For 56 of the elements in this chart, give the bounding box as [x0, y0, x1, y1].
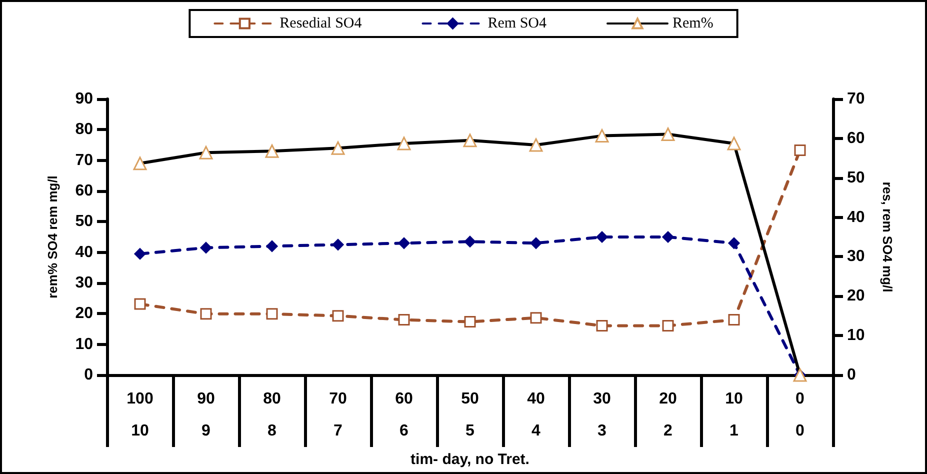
x-tick-label: 60 6: [395, 390, 413, 440]
y2-tick-label: 60: [847, 130, 865, 147]
y2-tick-label: 70: [847, 90, 865, 108]
point: [398, 237, 410, 249]
y-tick-label: 90: [75, 90, 94, 108]
legend-label: Rem%: [672, 16, 714, 32]
x-tick-label: 30 3: [593, 390, 611, 440]
y-tick-label: 70: [75, 152, 94, 169]
legend-label: Rem SO4: [488, 16, 547, 32]
legend-label: Resedial SO4: [280, 16, 362, 32]
y-tick-label: 40: [75, 244, 94, 261]
y2-tick-label: 40: [847, 208, 865, 226]
point: [200, 242, 212, 254]
point: [662, 231, 674, 243]
point: [464, 236, 476, 248]
point: [596, 320, 608, 332]
x-axis-title: tim- day, no Tret.: [410, 450, 530, 468]
point: [794, 144, 806, 156]
x-tick-label: 40 4: [527, 390, 545, 440]
y-tick-label: 10: [75, 336, 94, 353]
y-tick-label: 60: [75, 182, 94, 200]
point: [134, 248, 146, 260]
y2-tick-label: 0: [847, 366, 856, 384]
point: [596, 231, 608, 243]
point: [200, 308, 212, 320]
point: [332, 238, 344, 250]
point: [662, 320, 674, 332]
x-tick-label: 100 10: [126, 390, 154, 440]
x-tick-label: 80 8: [263, 390, 281, 440]
x-tick-label: 90 9: [197, 390, 215, 440]
y-tick-label: 30: [75, 274, 94, 292]
point: [332, 310, 344, 322]
y-tick-label: 20: [75, 305, 94, 322]
y-axis-title: rem% SO4 rem mg/l: [45, 176, 60, 298]
y2-tick-label: 20: [847, 288, 865, 305]
x-tick-label: 50 5: [461, 390, 479, 440]
point: [728, 237, 740, 249]
point: [530, 237, 542, 249]
y-tick-label: 50: [75, 213, 94, 230]
x-tick-label: 0 0: [796, 390, 805, 440]
point: [266, 308, 278, 320]
x-tick-label: 10 1: [725, 390, 743, 440]
point: [266, 240, 278, 252]
y2-axis-title: res, rem SO4 mg/l: [880, 182, 895, 292]
x-tick-label: 70 7: [329, 390, 347, 440]
point: [464, 316, 476, 328]
y2-tick-label: 30: [847, 248, 865, 266]
y2-tick-label: 50: [847, 169, 865, 186]
point: [530, 312, 542, 324]
point: [728, 314, 740, 326]
point: [398, 314, 410, 326]
point: [134, 298, 146, 310]
y-tick-label: 80: [75, 121, 94, 138]
x-tick-label: 20 2: [659, 390, 677, 440]
y-tick-label: 0: [84, 366, 94, 384]
y2-tick-label: 10: [847, 327, 865, 344]
